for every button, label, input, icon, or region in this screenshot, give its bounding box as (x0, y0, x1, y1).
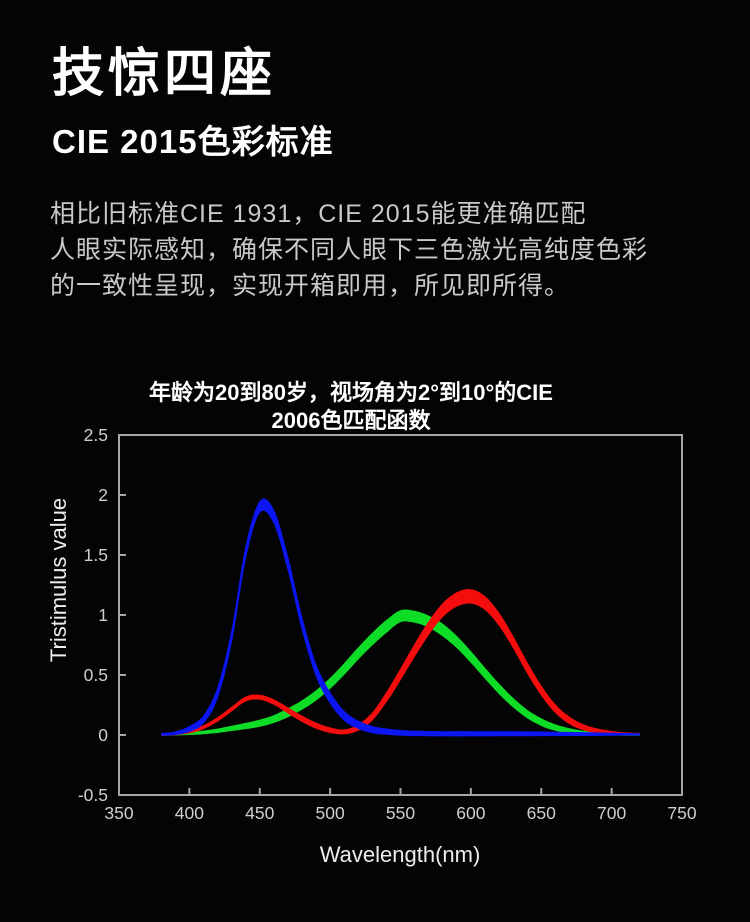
page-subtitle: CIE 2015色彩标准 (52, 123, 334, 160)
x-tick-label: 450 (245, 803, 274, 823)
x-tick-label: 750 (667, 803, 696, 823)
page-title: 技惊四座 (52, 45, 277, 103)
y-tick-label: 0.5 (84, 665, 108, 685)
chart-title: 年龄为20到80岁，视场角为2°到10°的CIE 2006色匹配函数 (149, 380, 553, 433)
x-tick-label: 400 (175, 803, 204, 823)
y-tick-label: 2 (98, 485, 108, 505)
description-paragraph: 相比旧标准CIE 1931，CIE 2015能更准确匹配 人眼实际感知，确保不同… (50, 200, 649, 300)
x-tick-label: 550 (386, 803, 415, 823)
cmf-chart: 350 400 450 500 550 600 650 700 750 -0.5 0 0.5 1 1.5 2… (46, 425, 697, 867)
x-tick-label: 500 (316, 803, 345, 823)
y-tick-label: 1.5 (84, 545, 108, 565)
y-tick-label: 2.5 (84, 425, 108, 445)
x-tick-label: 650 (527, 803, 556, 823)
series-band-blue-cmf-z-bar (161, 498, 640, 737)
y-axis-label: Tristimulus value (46, 498, 71, 662)
y-tick-label: 0 (98, 725, 108, 745)
axis-ticks (118, 434, 683, 796)
x-axis-label: Wavelength(nm) (320, 842, 481, 867)
y-tick-label: 1 (98, 605, 108, 625)
x-tick-label: 700 (597, 803, 626, 823)
series-band-green-cmf-y-bar (161, 609, 640, 736)
x-tick-label: 600 (456, 803, 485, 823)
axis-tick-labels: 350 400 450 500 550 600 650 700 750 -0.5 0 0.5 1 1.5 2… (78, 425, 697, 823)
chart-series-bands (161, 498, 640, 737)
y-tick-label: -0.5 (78, 785, 108, 805)
x-tick-label: 350 (104, 803, 133, 823)
